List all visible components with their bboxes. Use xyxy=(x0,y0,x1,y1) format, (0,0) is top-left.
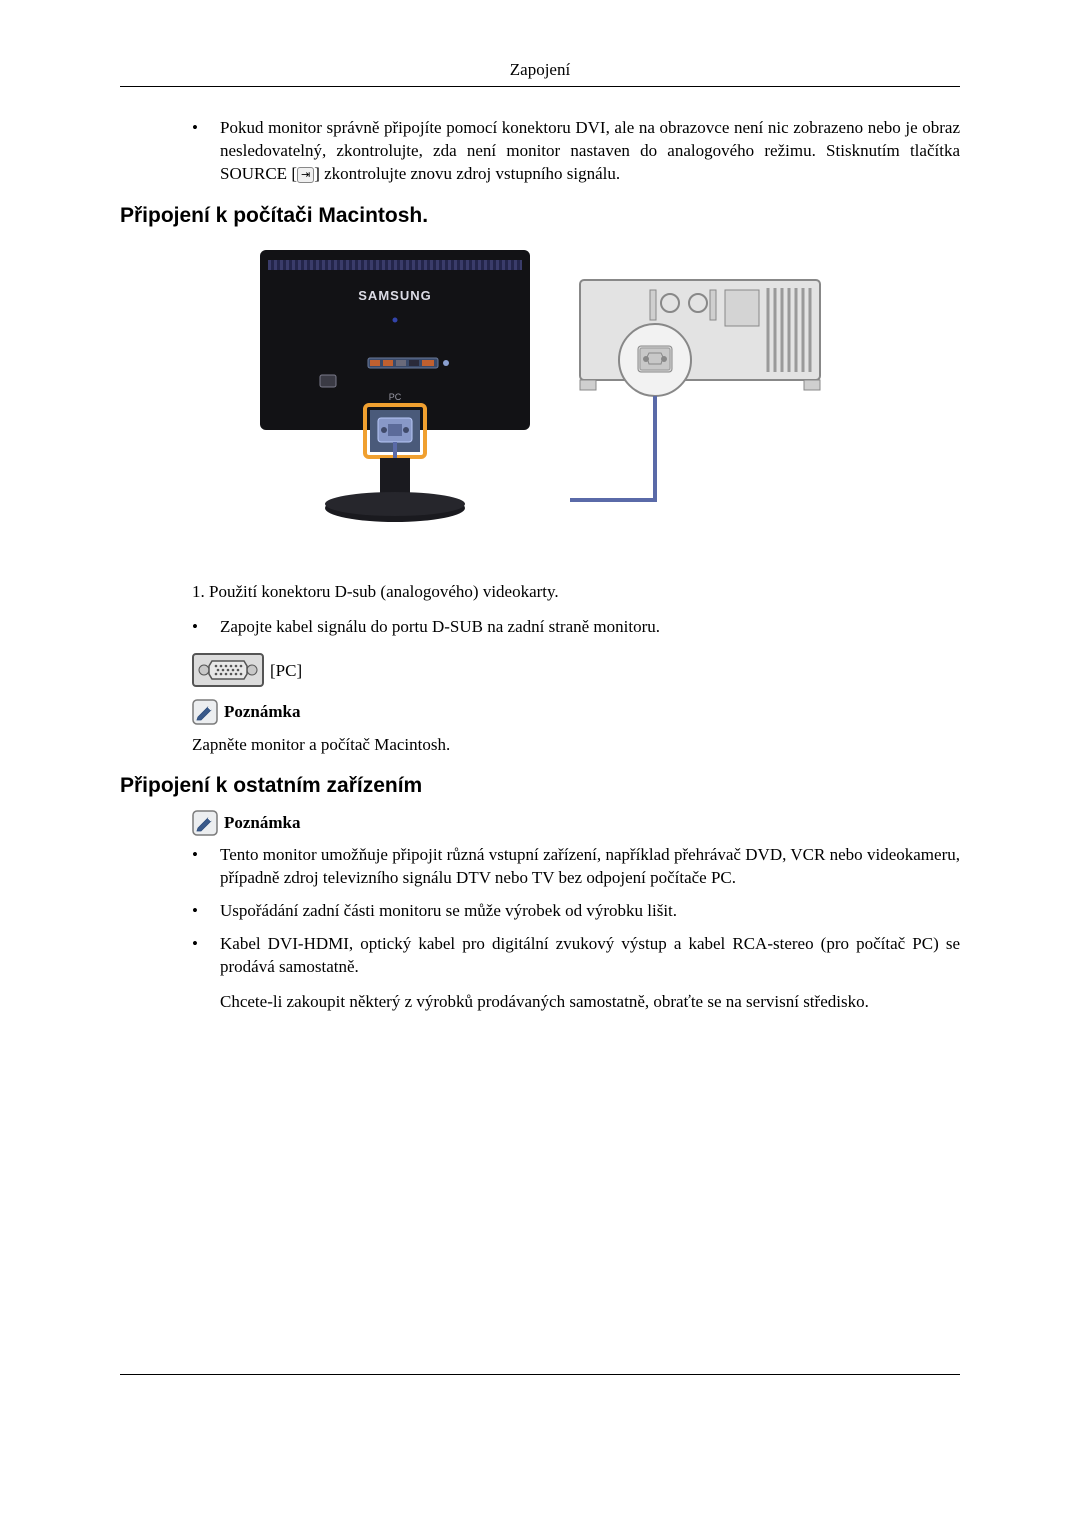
macintosh-diagram: SAMSUNG PC xyxy=(120,240,960,550)
other-note-label: Poznámka xyxy=(224,811,301,835)
note-icon xyxy=(192,810,218,836)
mac-note-line: Poznámka xyxy=(192,699,960,725)
footer-rule xyxy=(120,1374,960,1375)
intro-bullet-list: Pokud monitor správně připojíte pomocí k… xyxy=(120,117,960,186)
svg-text:PC: PC xyxy=(389,392,402,402)
note-icon xyxy=(192,699,218,725)
connector-label: [PC] xyxy=(270,659,302,687)
other-bullet-1: Tento monitor umožňuje připojit různá vs… xyxy=(192,844,960,890)
other-bullet-3: Kabel DVI-HDMI, optický kabel pro digitá… xyxy=(192,933,960,1014)
intro-bullet-item: Pokud monitor správně připojíte pomocí k… xyxy=(192,117,960,186)
other-note-block: Poznámka xyxy=(120,810,960,836)
source-icon: ⇥ xyxy=(297,167,314,183)
intro-text-part2: ] zkontrolujte znovu zdroj vstupního sig… xyxy=(314,164,620,183)
mac-note-label: Poznámka xyxy=(224,700,301,724)
mac-content-block: 1. Použití konektoru D-sub (analogového)… xyxy=(120,580,960,604)
page-header-title: Zapojení xyxy=(510,60,570,79)
heading-macintosh: Připojení k počítači Macintosh. xyxy=(120,204,960,228)
heading-other: Připojení k ostatním zařízením xyxy=(120,774,960,798)
other-note-line: Poznámka xyxy=(192,810,960,836)
dsub-connector-icon xyxy=(192,653,264,687)
page-header: Zapojení xyxy=(120,60,960,87)
connector-block: [PC] Poznámka Zapněte monitor a počítač … xyxy=(120,653,960,757)
mac-step1: 1. Použití konektoru D-sub (analogového)… xyxy=(192,580,960,604)
mac-sub-bullet: Zapojte kabel signálu do portu D-SUB na … xyxy=(192,616,960,639)
other-bullet-list: Tento monitor umožňuje připojit různá vs… xyxy=(120,844,960,1014)
other-bullet-2: Uspořádání zadní části monitoru se může … xyxy=(192,900,960,923)
connector-row: [PC] xyxy=(192,653,960,687)
mac-illustration xyxy=(570,240,830,550)
mac-note-text: Zapněte monitor a počítač Macintosh. xyxy=(192,733,960,757)
monitor-illustration: SAMSUNG PC xyxy=(250,240,540,550)
svg-text:SAMSUNG: SAMSUNG xyxy=(358,288,431,303)
mac-sub-bullet-list: Zapojte kabel signálu do portu D-SUB na … xyxy=(120,616,960,639)
other-closing: Chcete-li zakoupit některý z výrobků pro… xyxy=(220,991,960,1014)
other-bullet-3-text: Kabel DVI-HDMI, optický kabel pro digitá… xyxy=(220,934,960,976)
